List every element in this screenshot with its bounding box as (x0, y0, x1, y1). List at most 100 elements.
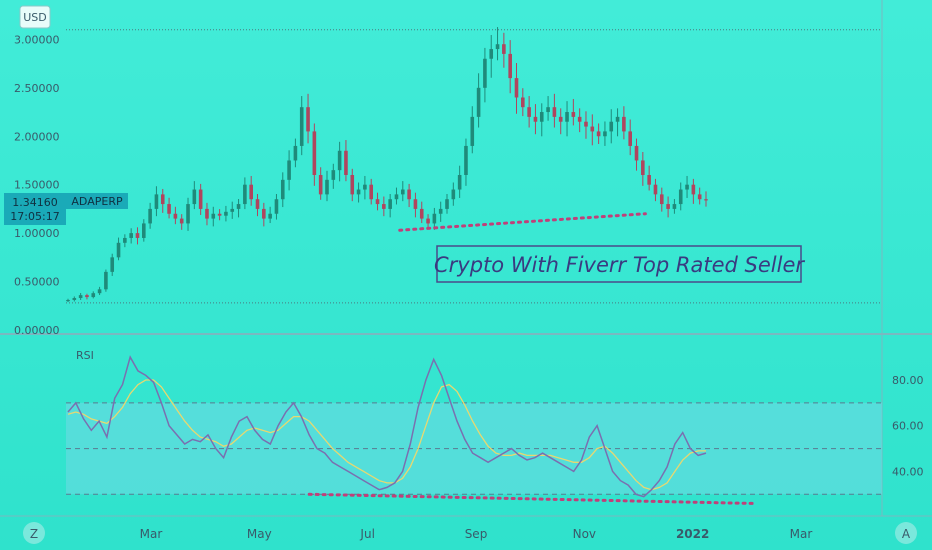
candle-body (565, 112, 569, 122)
price-tick-label: 1.50000 (14, 179, 60, 192)
candle-body (678, 189, 683, 205)
time-tick-label: Mar (790, 527, 813, 541)
candle-body (653, 184, 658, 195)
candle-body (78, 295, 83, 299)
candle-body (318, 175, 323, 195)
candle-body (552, 107, 557, 117)
candle-body (558, 116, 563, 122)
time-tick-label: Nov (573, 527, 596, 541)
candle-body (590, 126, 595, 132)
candle-body (179, 218, 184, 224)
candle-body (363, 184, 367, 190)
bar-countdown: 17:05:17 (10, 210, 59, 223)
price-tick-label: 2.00000 (14, 130, 60, 143)
rsi-tick-label: 60.00 (892, 420, 924, 433)
candle-body (293, 145, 298, 161)
candle-body (66, 299, 70, 302)
time-tick-label: Sep (465, 527, 488, 541)
candle-body (337, 150, 342, 171)
candle-body (426, 218, 430, 224)
candle-body (571, 112, 576, 117)
candle-body (476, 87, 481, 117)
rsi-ma-line (67, 379, 706, 491)
candle-body (489, 49, 494, 59)
annotation-text: Crypto With Fiverr Top Rated Seller (434, 253, 805, 277)
candle-body (647, 175, 651, 185)
candle-body (356, 189, 361, 195)
candle-body (521, 97, 525, 108)
candle-body (691, 184, 696, 195)
symbol-tag (66, 193, 128, 209)
candle-body (704, 199, 708, 201)
annotation-box[interactable] (436, 245, 802, 283)
rsi-tick-label: 80.00 (892, 374, 924, 387)
candle-body (419, 208, 424, 219)
candle-body (470, 116, 475, 146)
candle-body (243, 184, 247, 205)
price-trendline[interactable] (398, 212, 647, 232)
candle-body (205, 208, 209, 219)
last-price-tag (4, 193, 66, 225)
candle-body (255, 199, 260, 209)
price-tick-label: 0.50000 (14, 276, 60, 289)
auto-scale-button[interactable] (895, 522, 917, 544)
rsi-trendline[interactable] (307, 492, 755, 505)
candle-body (451, 189, 456, 200)
candle-body (685, 184, 689, 190)
candle-body (173, 213, 178, 219)
currency-label-box[interactable] (19, 5, 51, 29)
candle-body (483, 58, 487, 88)
candle-body (438, 208, 443, 214)
zoom-button[interactable] (23, 522, 45, 544)
candle-body (375, 199, 380, 205)
candle-body (148, 208, 152, 224)
candle-body (211, 213, 216, 219)
candle-body (407, 189, 411, 200)
time-axis-ticks: Mar May Jul Sep Nov 2022 Mar (140, 527, 813, 541)
candle-body (236, 204, 241, 209)
candle-body (287, 160, 291, 180)
candle-body (464, 145, 468, 175)
candle-body (129, 233, 133, 238)
candle-body (546, 107, 550, 113)
candle-body (160, 194, 165, 205)
candle-body (198, 189, 203, 209)
candle-body (97, 289, 102, 294)
candle-body (230, 208, 235, 212)
candle-body (104, 271, 108, 290)
price-tick-label: 0.00000 (14, 324, 60, 337)
rsi-line (67, 355, 707, 498)
candle-body (299, 107, 304, 146)
candle-body (217, 213, 222, 216)
time-tick-label: Mar (140, 527, 163, 541)
candle-body (495, 44, 500, 50)
candle-body (628, 131, 632, 146)
candle-body (306, 107, 310, 132)
candle-body (697, 194, 702, 200)
candle-body (577, 116, 582, 122)
price-axis-ticks: 3.00000 2.50000 2.00000 1.50000 1.00000 0.500… (14, 33, 60, 337)
candle-body (659, 194, 664, 205)
last-price-value: 1.34160 (12, 196, 58, 209)
candle-body (135, 233, 140, 238)
candle-body (262, 208, 266, 219)
candle-body (186, 204, 190, 224)
candle-body (274, 199, 279, 214)
candle-body (622, 116, 626, 132)
zoom-button-label: Z (30, 527, 38, 541)
price-tick-label: 2.50000 (14, 82, 60, 95)
candle-body (400, 189, 405, 195)
candle-body (331, 170, 336, 180)
candle-body (167, 204, 171, 214)
candle-body (615, 116, 620, 122)
candle-body (350, 175, 355, 195)
candle-body (123, 237, 127, 243)
candle-body (596, 131, 601, 137)
price-tick-label: 3.00000 (14, 33, 60, 46)
rsi-tick-label: 40.00 (892, 465, 924, 478)
candle-body (249, 184, 253, 200)
candle-body (154, 194, 159, 209)
candle-body (382, 204, 386, 209)
